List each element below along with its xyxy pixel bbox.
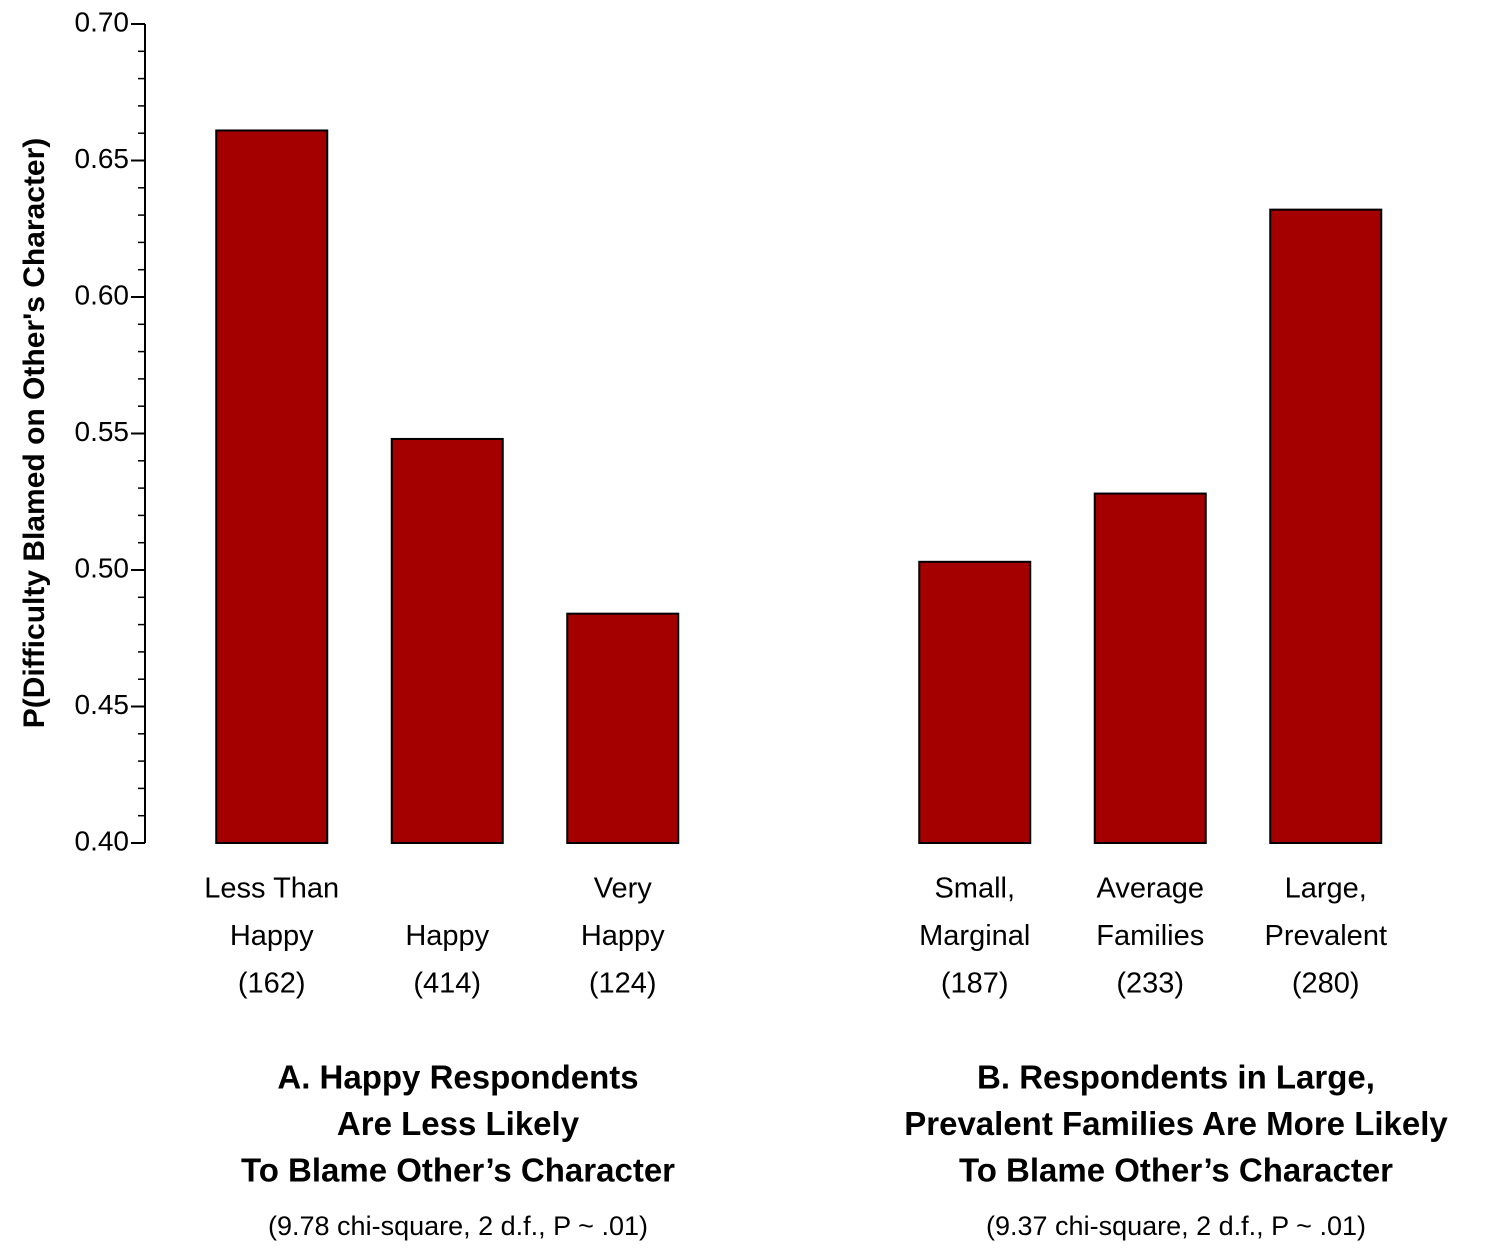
y-tick-label: 0.65 bbox=[75, 143, 130, 174]
panel-subtitle: (9.37 chi-square, 2 d.f., P ~ .01) bbox=[986, 1211, 1366, 1241]
x-tick-label: Happy bbox=[581, 920, 665, 952]
x-tick-label: Very bbox=[594, 873, 653, 905]
y-tick-label: 0.50 bbox=[75, 552, 130, 583]
x-tick-label: Happy bbox=[230, 920, 314, 952]
bar bbox=[1269, 208, 1383, 844]
y-tick-label: 0.40 bbox=[75, 825, 130, 856]
x-tick-label: (233) bbox=[1116, 968, 1184, 1000]
panel-title: A. Happy Respondents bbox=[277, 1059, 638, 1096]
y-axis-label: P(Difficulty Blamed on Other's Character… bbox=[18, 138, 51, 729]
x-tick-label: Prevalent bbox=[1264, 920, 1387, 952]
x-tick-label: Average bbox=[1097, 873, 1205, 905]
bar bbox=[390, 437, 504, 844]
x-tick-label: (124) bbox=[589, 968, 657, 1000]
x-tick-label: Less Than bbox=[204, 873, 339, 905]
panel-title: To Blame Other’s Character bbox=[241, 1152, 675, 1189]
x-tick-label: Happy bbox=[405, 920, 489, 952]
bar bbox=[1093, 492, 1207, 844]
x-tick-label: (414) bbox=[413, 968, 481, 1000]
panel-title: To Blame Other’s Character bbox=[959, 1152, 1393, 1189]
x-tick-label: (280) bbox=[1292, 968, 1360, 1000]
panel-subtitle: (9.78 chi-square, 2 d.f., P ~ .01) bbox=[268, 1211, 648, 1241]
y-tick-label: 0.70 bbox=[75, 6, 130, 37]
bar bbox=[566, 612, 680, 844]
x-tick-label: (162) bbox=[238, 968, 306, 1000]
y-tick-label: 0.60 bbox=[75, 279, 130, 310]
panel-title: Are Less Likely bbox=[337, 1105, 580, 1142]
x-tick-label: Large, bbox=[1285, 873, 1367, 905]
x-tick-label: Families bbox=[1096, 920, 1204, 952]
bar bbox=[215, 129, 329, 845]
panel-title: B. Respondents in Large, bbox=[977, 1059, 1375, 1096]
x-tick-label: Small, bbox=[934, 873, 1015, 905]
y-tick-label: 0.55 bbox=[75, 416, 130, 447]
x-tick-label: Marginal bbox=[919, 920, 1030, 952]
x-tick-label: (187) bbox=[941, 968, 1009, 1000]
panel-title: Prevalent Families Are More Likely bbox=[904, 1105, 1448, 1142]
bar bbox=[918, 560, 1032, 844]
y-tick-label: 0.45 bbox=[75, 689, 130, 720]
